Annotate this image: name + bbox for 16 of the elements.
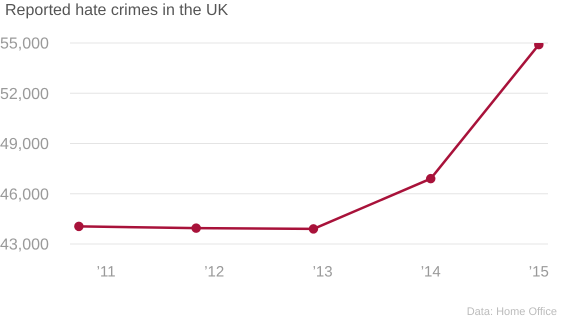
y-tick-label: 46,000 — [0, 186, 50, 204]
point — [308, 224, 318, 234]
y-tick-label: 43,000 — [0, 236, 50, 254]
x-tick-label: ’12 — [204, 264, 224, 281]
text: Data: Home Office — [466, 306, 557, 318]
point — [191, 223, 201, 233]
point — [426, 174, 436, 184]
x-tick-label: ’14 — [420, 264, 441, 281]
point — [74, 222, 84, 232]
x-tick-label: ’15 — [528, 264, 549, 281]
x-tick-label: ’11 — [96, 264, 116, 281]
chart-title: Reported hate crimes in the UK — [5, 2, 228, 20]
x-tick-label: ’13 — [312, 264, 333, 281]
y-tick-label: 55,000 — [0, 36, 50, 53]
y-tick-label: 52,000 — [0, 86, 50, 103]
y-tick-label: 49,000 — [0, 136, 50, 154]
